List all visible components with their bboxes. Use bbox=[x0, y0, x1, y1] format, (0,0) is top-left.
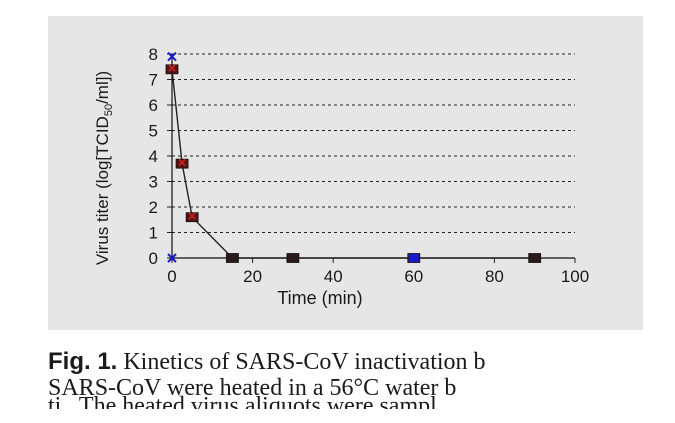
x-tick-label-100: 100 bbox=[561, 267, 589, 286]
data-point-blue-square bbox=[409, 254, 419, 262]
y-tick-label-7: 7 bbox=[149, 71, 158, 90]
x-tick-label-20: 20 bbox=[243, 267, 262, 286]
caption-line-1: Fig. 1. Kinetics of SARS-CoV inactivatio… bbox=[48, 349, 643, 375]
data-point-square bbox=[166, 65, 178, 74]
y-axis-title-main: Virus titer (log[TCID bbox=[93, 116, 112, 265]
y-axis-title-subscript: 50 bbox=[103, 104, 115, 116]
caption-text-1: Kinetics of SARS-CoV inactivation b bbox=[117, 349, 485, 375]
figure-label: Fig. 1. bbox=[48, 349, 117, 375]
gridlines bbox=[172, 54, 575, 233]
y-tick-label-3: 3 bbox=[149, 173, 158, 192]
axes bbox=[167, 54, 575, 263]
y-tick-label-5: 5 bbox=[149, 122, 158, 141]
figure-caption: Fig. 1. Kinetics of SARS-CoV inactivatio… bbox=[48, 349, 643, 409]
y-tick-label-4: 4 bbox=[149, 147, 158, 166]
x-tick-label-80: 80 bbox=[485, 267, 504, 286]
data-point-square bbox=[529, 254, 541, 263]
data-point-square bbox=[176, 159, 188, 168]
y-axis-title: Virus titer (log[TCID50/ml]) bbox=[93, 71, 115, 265]
y-tick-label-0: 0 bbox=[149, 249, 158, 268]
x-tick-labels: 0 20 40 60 80 100 bbox=[167, 267, 589, 286]
series-line bbox=[172, 69, 535, 258]
data-point-square bbox=[186, 213, 198, 222]
chart-panel: 0 1 2 3 4 5 6 7 8 0 20 40 60 80 100 Time (min) Virus … bbox=[48, 16, 643, 330]
y-tick-label-2: 2 bbox=[149, 198, 158, 217]
data-series bbox=[166, 53, 541, 263]
chart: 0 1 2 3 4 5 6 7 8 0 20 40 60 80 100 Time (min) Virus … bbox=[48, 16, 643, 330]
x-tick-label-40: 40 bbox=[324, 267, 343, 286]
caption-line-3: ti . The heated virus aliquots were samp… bbox=[48, 393, 643, 409]
data-point-square bbox=[226, 254, 238, 263]
y-axis-title-tail: /ml]) bbox=[93, 71, 112, 104]
x-axis-title: Time (min) bbox=[277, 288, 362, 308]
y-tick-label-1: 1 bbox=[149, 224, 158, 243]
x-tick-label-60: 60 bbox=[404, 267, 423, 286]
y-tick-labels: 0 1 2 3 4 5 6 7 8 bbox=[149, 45, 158, 268]
data-point-square bbox=[287, 254, 299, 263]
y-tick-label-8: 8 bbox=[149, 45, 158, 64]
x-tick-label-0: 0 bbox=[167, 267, 176, 286]
y-tick-label-6: 6 bbox=[149, 96, 158, 115]
